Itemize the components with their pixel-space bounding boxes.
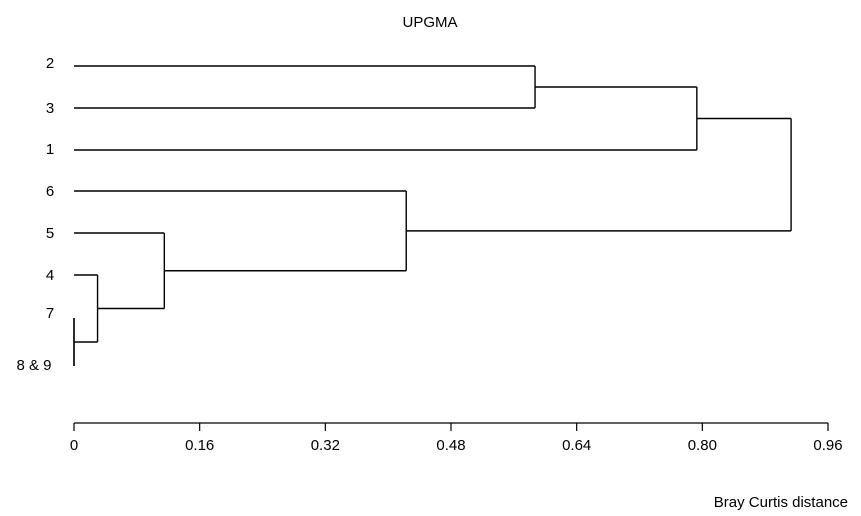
x-tick-label: 0.32: [311, 437, 340, 454]
leaf-label-5: 5: [46, 225, 54, 242]
x-tick-label: 0.64: [562, 437, 591, 454]
x-axis: 0 0.16 0.32 0.48 0.64 0.80 0.96: [70, 422, 843, 454]
dendrogram-branches: [73, 65, 792, 366]
leaf-label-1: 1: [46, 141, 54, 158]
x-tick-label: 0.96: [813, 437, 842, 454]
chart-title: UPGMA: [402, 14, 457, 31]
leaf-label-6: 6: [46, 183, 54, 200]
leaf-labels: 2 3 1 6 5 4 7 8 & 9: [16, 55, 54, 374]
x-axis-label: Bray Curtis distance: [714, 494, 848, 511]
leaf-label-7: 7: [46, 305, 54, 322]
x-tick-label: 0: [70, 437, 78, 454]
leaf-label-3: 3: [46, 100, 54, 117]
leaf-label-2: 2: [46, 55, 54, 72]
leaf-label-4: 4: [46, 267, 54, 284]
leaf-label-8-9: 8 & 9: [16, 357, 51, 374]
x-axis-ticks: 0 0.16 0.32 0.48 0.64 0.80 0.96: [70, 423, 843, 454]
x-tick-label: 0.80: [688, 437, 717, 454]
x-tick-label: 0.16: [185, 437, 214, 454]
x-tick-label: 0.48: [436, 437, 465, 454]
